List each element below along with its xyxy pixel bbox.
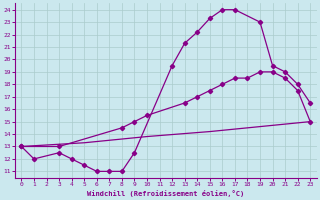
X-axis label: Windchill (Refroidissement éolien,°C): Windchill (Refroidissement éolien,°C) (87, 190, 244, 197)
